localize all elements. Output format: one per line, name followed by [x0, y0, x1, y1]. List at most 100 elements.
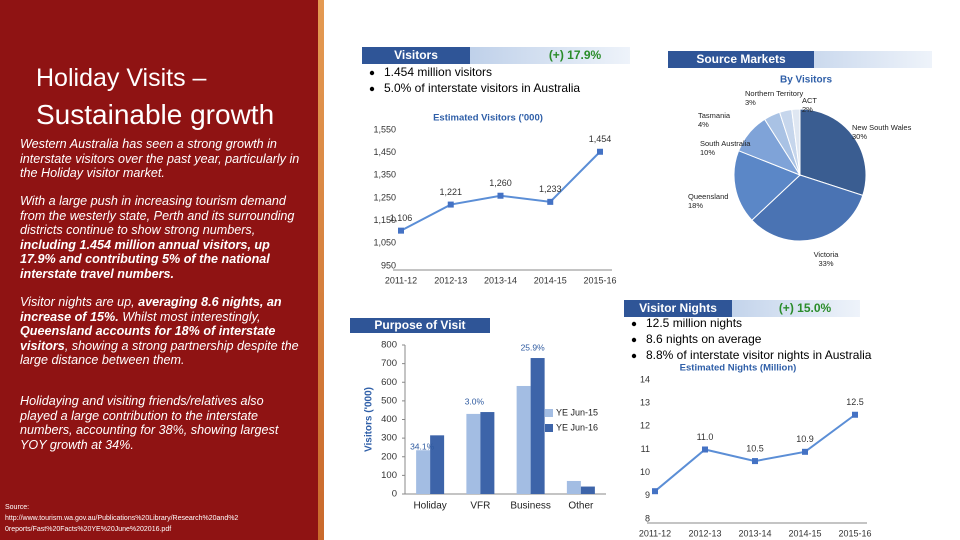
y-tick-label: 12: [640, 421, 650, 431]
bar: [416, 450, 431, 494]
y-tick-label: 700: [381, 358, 397, 369]
x-tick-label: 2014-15: [788, 528, 821, 538]
x-tick-label: 2013-14: [738, 528, 771, 538]
paragraph: Holidaying and visiting friends/relative…: [20, 394, 300, 452]
text-run: Whilst most interestingly,: [118, 309, 261, 324]
value-label: 10.9: [796, 434, 814, 444]
stripe: [318, 0, 324, 540]
y-tick-label: 950: [381, 260, 396, 270]
y-tick-label: 1,550: [373, 124, 396, 134]
bullet: 8.8% of interstate visitor nights in Aus…: [646, 348, 872, 362]
y-tick-label: 1,050: [373, 238, 396, 248]
slide-subtitle: Sustainable growth: [36, 99, 275, 130]
value-label: 1,221: [439, 187, 462, 197]
y-tick-label: 600: [381, 377, 397, 388]
x-tick-label: 2011-12: [639, 528, 671, 538]
pie-slice: [799, 108, 867, 197]
bullet-dot: [369, 70, 375, 76]
bar: [566, 480, 581, 494]
marker: [652, 488, 658, 495]
slice-label: ACT: [802, 96, 817, 105]
bar: [530, 358, 545, 494]
paragraph: With a large push in increasing tourism …: [20, 194, 300, 281]
pie-slice: [733, 150, 801, 221]
x-tick-label: Other: [568, 501, 594, 512]
header-title: Visitors: [394, 48, 438, 62]
bullet-dot: [631, 353, 637, 359]
left-panel: Holiday Visits – Sustainable growth West…: [0, 0, 318, 540]
header-tab: [362, 47, 470, 64]
y-tick-label: 13: [640, 398, 650, 408]
header-change: (+) 15.0%: [779, 301, 832, 315]
source-url: http://www.tourism.wa.gov.au/Publication…: [5, 515, 239, 533]
text-run: Western Australia has seen a strong grow…: [20, 137, 300, 180]
y-tick-label: 1,350: [373, 170, 396, 180]
y-tick-label: 0: [392, 489, 397, 500]
header-title: Visitor Nights: [639, 301, 717, 315]
bullet-dot: [631, 321, 637, 327]
y-tick-label: 8: [645, 513, 650, 523]
slice-value: 4%: [698, 120, 709, 129]
pie-slice: [751, 174, 864, 242]
y-tick-label: 800: [381, 340, 397, 351]
text-run: With a large push in increasing tourism …: [20, 194, 295, 237]
header-change: (+) 17.9%: [549, 48, 602, 62]
header-tab: [668, 51, 814, 68]
value-label: 1,454: [589, 134, 612, 144]
text-run: including 1.454 million annual visitors,…: [20, 237, 270, 281]
slice-value: 2%: [802, 105, 813, 114]
paragraph: Visitor nights are up, averaging 8.6 nig…: [20, 295, 300, 368]
value-label: 10.5: [746, 443, 764, 453]
x-tick-label: 2015-16: [838, 528, 871, 538]
value-label: 1,260: [489, 178, 512, 188]
bullet-dot: [369, 86, 375, 92]
chart-title: Estimated Nights (Million): [680, 363, 797, 374]
chart-title: By Visitors: [780, 75, 832, 86]
marker: [752, 458, 758, 465]
text-run: Queensland accounts for 18% of interstat…: [20, 324, 276, 353]
x-tick-label: 2012-13: [688, 528, 721, 538]
marker: [447, 201, 454, 208]
slice-value: 10%: [700, 148, 715, 157]
slice-label: Tasmania: [698, 111, 731, 120]
x-tick-label: 2011-12: [385, 275, 417, 285]
slice-label: Victoria: [814, 250, 840, 259]
bar: [580, 486, 595, 494]
x-tick-label: 2015-16: [583, 275, 616, 285]
y-tick-label: 1,150: [373, 215, 396, 225]
marker: [702, 446, 708, 453]
x-tick-label: 2013-14: [484, 275, 517, 285]
y-tick-label: 500: [381, 395, 397, 406]
y-tick-label: 9: [645, 490, 650, 500]
legend-swatch: [545, 409, 553, 417]
y-tick-label: 100: [381, 470, 397, 481]
header-title: Source Markets: [696, 52, 786, 66]
pie-slice: [791, 108, 801, 176]
bullet-dot: [631, 337, 637, 343]
marker: [802, 448, 808, 455]
slice-value: 33%: [818, 259, 833, 268]
x-tick-label: 2012-13: [434, 275, 467, 285]
text-run: Holidaying and visiting friends/relative…: [20, 394, 279, 452]
bar: [516, 385, 531, 494]
slice-label: Queensland: [688, 192, 728, 201]
x-tick-label: 2014-15: [534, 275, 567, 285]
bullet: 12.5 million nights: [646, 316, 742, 330]
annotation: 3.0%: [465, 396, 485, 406]
source: Source: http://www.tourism.wa.gov.au/Publ…: [5, 502, 240, 535]
marker: [398, 227, 404, 234]
y-tick-label: 1,450: [373, 147, 396, 157]
legend-label: YE Jun-16: [556, 422, 598, 432]
slice-value: 3%: [745, 98, 756, 107]
line: [400, 151, 601, 232]
y-tick-label: 10: [640, 467, 650, 477]
chart-title: Estimated Visitors ('000): [433, 113, 543, 124]
value-label: 1,233: [539, 184, 562, 194]
text-run: averaging 8.6 nights, an increase of 15%…: [20, 295, 282, 324]
bullet: 8.6 nights on average: [646, 332, 762, 346]
y-tick-label: 1,250: [373, 192, 396, 202]
header-tab: [350, 318, 490, 333]
y-tick-label: 14: [640, 374, 650, 384]
